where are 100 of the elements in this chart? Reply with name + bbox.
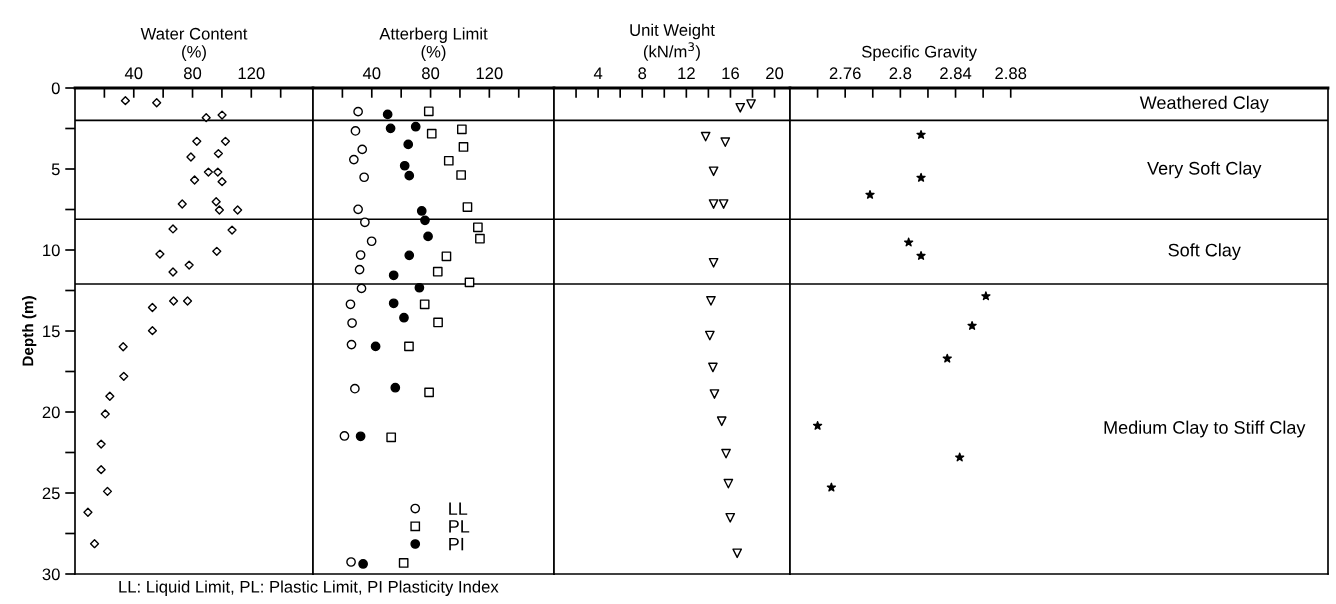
point [458,142,469,152]
text: LL: Liquid Limit, PL: Plastic Limit, PI Plasticity Index [119,580,499,596]
y-axis-title: Depth (m) [22,296,37,366]
point [404,250,415,261]
point [346,557,356,567]
y-tick-label: 25 [42,487,60,500]
point [345,299,356,310]
point [414,282,425,293]
x-tick-label: 2.8 [889,67,912,80]
point [390,382,401,393]
point [403,139,414,150]
point [746,99,756,109]
point [214,205,225,215]
point [89,539,100,549]
point [404,341,414,352]
point [398,558,409,568]
x-tick-label: 4 [593,67,603,79]
point [475,233,485,244]
point [356,283,367,294]
point [353,204,363,215]
point [203,167,214,177]
point [423,106,434,117]
point [916,129,926,139]
point [443,155,454,166]
point [386,432,397,443]
legend-label: PL [449,520,470,533]
point [399,312,409,323]
point [385,123,396,134]
x-tick-label: 120 [238,67,265,80]
point [350,383,360,394]
point [720,137,731,147]
point [355,431,366,442]
annotation: Soft Clay [1168,243,1241,261]
point [441,251,452,262]
point [718,199,729,209]
point [350,126,361,136]
point [706,296,716,306]
point [942,353,952,363]
point [388,298,399,309]
x-tick-label: 12 [678,67,695,79]
y-tick-label: 0 [51,82,60,95]
point [725,512,736,523]
y-tick-label: 5 [51,163,60,176]
point [182,296,193,306]
x-tick-label: 2.88 [995,67,1027,80]
point [735,102,746,113]
chart-title: Atterberg Limit (%) [379,27,488,61]
annotation: Medium Clay to Stiff Clay [1104,420,1306,438]
point [233,205,243,215]
y-tick-label: 30 [42,568,60,581]
point [723,478,734,489]
point [473,222,483,233]
point [732,548,743,559]
point [355,250,366,260]
point [716,416,727,427]
point [955,452,965,462]
point [353,106,363,117]
point [432,266,443,277]
point [339,431,350,441]
point [370,341,381,352]
point [812,420,823,430]
x-tick-label: 80 [183,67,202,80]
x-tick-label: 16 [722,67,739,80]
point [916,250,926,260]
point [981,291,991,301]
x-tick-label: 2.76 [829,67,861,80]
annotation: Very Soft Clay [1147,161,1262,179]
point [354,264,365,275]
x-tick-label: 40 [362,67,381,80]
point [424,387,434,398]
point [708,257,719,268]
point [456,124,467,135]
point [217,177,227,187]
legend-label: PI [449,537,464,551]
point [419,299,430,310]
point [410,121,421,132]
point [347,318,357,328]
point [903,237,914,247]
x-tick-label: 2.84 [940,67,972,80]
point [96,465,106,475]
chart-title: Specific Gravity [861,45,977,61]
point [420,215,430,226]
y-tick-label: 15 [43,325,60,338]
x-tick-label: 40 [124,67,143,80]
point [700,131,711,142]
point [433,317,443,328]
point [416,206,427,216]
point [366,236,377,247]
y-tick-label: 10 [43,244,60,257]
point [426,128,437,139]
point [168,296,179,306]
point [399,160,410,171]
y-tick-label: 20 [42,406,60,419]
point [456,170,466,180]
point [865,189,875,199]
point [360,217,370,228]
point [916,172,926,182]
x-tick-label: 80 [422,67,440,80]
chart-title: Unit Weight (kN/m$^{3}$) [630,23,715,61]
point [709,389,720,399]
